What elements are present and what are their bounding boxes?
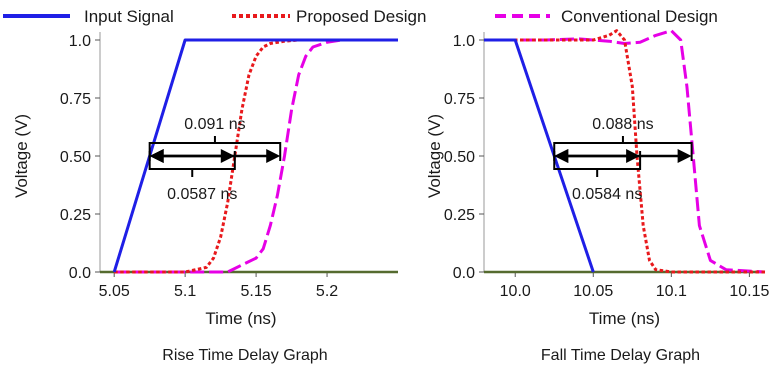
rise-x-tick-label: 5.2 — [316, 283, 338, 300]
fall-y-axis-label: Voltage (V) — [425, 114, 444, 198]
rise-series-proposed-design — [114, 38, 398, 274]
arrowhead-left — [554, 149, 569, 163]
delay-bracket — [553, 142, 693, 161]
arrowhead-right — [220, 149, 235, 163]
fall-x-tick-label: 10.15 — [729, 283, 769, 300]
rise-y-tick-label: 0.75 — [60, 91, 91, 108]
rise-y-axis-label: Voltage (V) — [12, 114, 31, 198]
rise-x-axis-label: Time (ns) — [205, 309, 276, 328]
fall-x-axis-label: Time (ns) — [589, 309, 660, 328]
rise-series-input-signal — [112, 38, 398, 273]
rise-y-tick-label: 0.0 — [69, 265, 91, 282]
legend-label-proposed-design: Proposed Design — [296, 7, 426, 26]
fall-y-tick-label: 0.50 — [444, 149, 475, 166]
legend: Input Signal Proposed Design Conventional … — [3, 7, 718, 26]
arrowhead-right — [626, 149, 641, 163]
arrowhead-left — [149, 149, 164, 163]
rise-x-tick-label: 5.15 — [241, 283, 272, 300]
fall-x-tick-label: 10.05 — [573, 283, 613, 300]
rise-y-tick-label: 1.0 — [69, 33, 91, 50]
delay-label: 0.0584 ns — [572, 186, 642, 203]
delay-label: 0.0587 ns — [167, 186, 237, 203]
rise-x-tick-label: 5.05 — [99, 283, 130, 300]
fall-caption: Fall Time Delay Graph — [541, 347, 700, 364]
fall-x-tick-label: 10.0 — [500, 283, 531, 300]
fall-y-tick-label: 0.75 — [444, 91, 475, 108]
rise-y-tick-label: 0.25 — [60, 207, 91, 224]
arrowhead-right — [266, 149, 281, 163]
delay-label: 0.088 ns — [592, 116, 653, 133]
fall-series-input-signal — [484, 38, 595, 273]
delay-bracket — [148, 142, 282, 161]
fall-y-tick-label: 0.25 — [444, 207, 475, 224]
legend-label-conventional-design: Conventional Design — [561, 7, 718, 26]
delay-label: 0.091 ns — [184, 116, 245, 133]
fall-delay-annotation: 0.0584 ns — [553, 149, 642, 203]
rise-x-tick-label: 5.1 — [174, 283, 196, 300]
arrowhead-right — [677, 149, 692, 163]
rise-caption: Rise Time Delay Graph — [162, 347, 327, 364]
fall-y-tick-label: 0.0 — [453, 265, 475, 282]
rise-delay-annotation: 0.0587 ns — [148, 149, 237, 203]
rise-y-tick-label: 0.50 — [60, 149, 91, 166]
fall-y-tick-label: 1.0 — [453, 33, 475, 50]
rise-series-conventional-design — [114, 38, 398, 274]
fall-x-tick-label: 10.1 — [656, 283, 687, 300]
fall-series-proposed-design — [484, 29, 765, 274]
fall-series-conventional-design — [484, 29, 766, 274]
fall-time-panel: 0.0 0.25 0.50 0.75 1.0 10.0 10.05 10.1 10.15 Time… — [425, 29, 770, 364]
rise-time-panel: 0.0 0.25 0.50 0.75 1.0 5.05 5.1 5.15 5.2 Time (ns… — [12, 32, 398, 364]
legend-label-input-signal: Input Signal — [84, 7, 174, 26]
